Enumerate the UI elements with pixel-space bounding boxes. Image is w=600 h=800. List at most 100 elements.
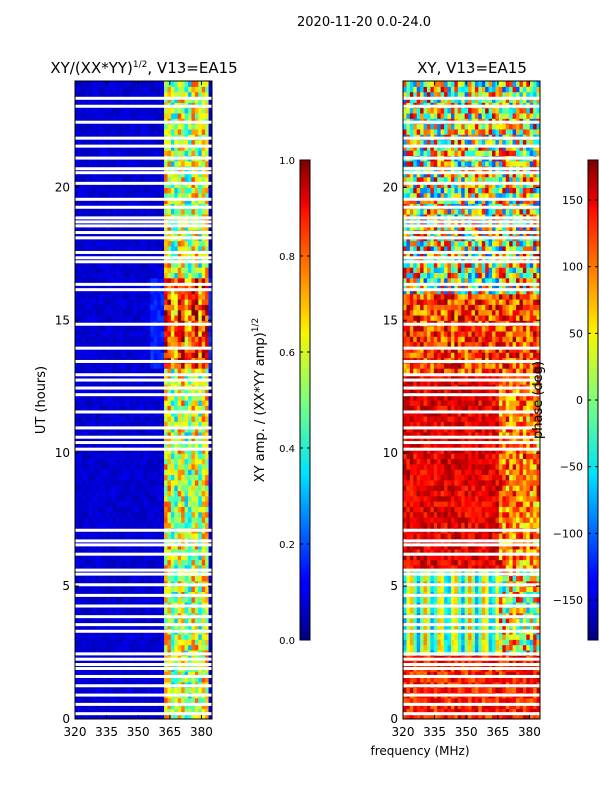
amp-cell — [164, 139, 169, 146]
amp-cell — [88, 506, 93, 513]
amp-cell — [160, 543, 165, 550]
amp-cell — [188, 245, 193, 252]
amp-cell — [133, 410, 138, 417]
amp-cell — [133, 522, 138, 529]
amp-cell — [129, 91, 134, 98]
amp-cell — [122, 463, 127, 470]
amp-cell — [102, 325, 107, 332]
amp-cell — [102, 548, 107, 555]
amp-cell — [184, 495, 189, 502]
amp-cell — [174, 554, 179, 561]
amp-cell — [177, 554, 182, 561]
amp-cell — [133, 389, 138, 396]
amp-cell — [177, 309, 182, 316]
amp-cell — [95, 160, 100, 167]
amp-cell — [95, 330, 100, 337]
amp-cell — [153, 575, 158, 582]
amp-cell — [164, 352, 169, 359]
amp-cell — [160, 421, 165, 428]
amp-cell — [133, 644, 138, 651]
amp-cell — [112, 304, 117, 311]
amp-cell — [75, 516, 80, 523]
amp-cell — [167, 283, 172, 289]
amp-cell — [201, 346, 206, 353]
amp-cell — [181, 415, 186, 422]
amp-cell — [92, 182, 97, 188]
amp-cell — [208, 490, 212, 497]
amp-cell — [78, 617, 83, 624]
amp-cell — [102, 293, 107, 300]
amp-cell — [75, 463, 80, 470]
amp-cell — [157, 687, 162, 694]
amp-cell — [150, 325, 155, 332]
amp-cell — [184, 713, 189, 719]
amp-cell — [181, 298, 186, 305]
x-tick-label: 365 — [158, 725, 181, 739]
amp-cell — [126, 431, 131, 438]
amp-cell — [129, 283, 134, 289]
amp-cell — [153, 522, 158, 529]
amp-cell — [160, 431, 165, 438]
amp-cell — [95, 107, 100, 114]
phase-cell — [485, 713, 490, 719]
amp-cell — [116, 506, 121, 513]
amp-cell — [191, 426, 196, 433]
amp-cell — [198, 336, 203, 343]
amp-cell — [143, 373, 148, 380]
amp-cell — [119, 261, 124, 268]
amp-cell — [194, 277, 199, 284]
amp-cell — [85, 251, 90, 258]
amp-cell — [133, 256, 138, 263]
amp-cell — [170, 511, 175, 518]
amp-cell — [98, 96, 103, 103]
amp-cell — [112, 564, 117, 571]
amp-cell — [102, 144, 107, 151]
amp-cell — [157, 623, 162, 630]
amp-cell — [81, 256, 86, 263]
amp-cell — [150, 293, 155, 300]
amp-cell — [167, 251, 172, 258]
amp-cell — [98, 362, 103, 369]
amp-cell — [136, 479, 141, 486]
amp-cell — [78, 586, 83, 592]
amp-cell — [95, 368, 100, 375]
amp-cell — [75, 208, 80, 215]
amp-cell — [201, 144, 206, 151]
amp-cell — [194, 639, 199, 646]
amp-cell — [174, 261, 179, 268]
amp-cell — [88, 325, 93, 332]
amp-cell — [122, 304, 127, 311]
amp-cell — [143, 713, 148, 719]
amp-cell — [95, 182, 100, 188]
amp-cell — [160, 256, 165, 263]
amp-cell — [133, 272, 138, 279]
amp-cell — [88, 639, 93, 646]
amp-cell — [122, 288, 127, 295]
amp-cell — [174, 485, 179, 491]
amp-cell — [157, 485, 162, 491]
amp-cell — [109, 607, 114, 614]
amp-cell — [177, 400, 182, 406]
amp-cell — [81, 495, 86, 502]
amp-cell — [150, 373, 155, 380]
amp-cell — [201, 506, 206, 513]
amp-cell — [75, 91, 80, 98]
amp-cell — [116, 644, 121, 651]
amp-cell — [164, 421, 169, 428]
amp-cell — [205, 176, 210, 183]
amp-cell — [181, 389, 186, 396]
amp-cell — [157, 458, 162, 465]
amp-cell — [167, 522, 172, 529]
amp-cell — [208, 277, 212, 284]
amp-cell — [170, 96, 175, 103]
amp-cell — [188, 208, 193, 215]
amp-cell — [92, 623, 97, 630]
amp-cell — [102, 261, 107, 268]
amp-cell — [160, 564, 165, 571]
amp-cell — [88, 272, 93, 279]
amp-cell — [92, 314, 97, 321]
amp-cell — [112, 197, 117, 204]
amp-cell — [174, 373, 179, 380]
amp-cell — [160, 187, 165, 194]
